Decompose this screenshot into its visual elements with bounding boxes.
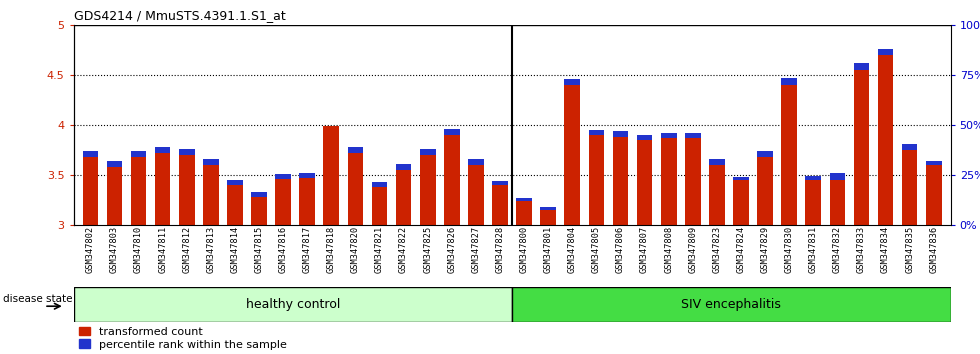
Bar — [444, 135, 460, 225]
Bar — [854, 63, 869, 70]
Bar — [854, 70, 869, 225]
Bar — [468, 165, 484, 225]
Bar — [82, 157, 98, 225]
Bar — [275, 174, 291, 179]
Bar — [902, 144, 917, 150]
Bar — [878, 55, 894, 225]
Bar — [661, 138, 676, 225]
Bar — [637, 140, 653, 225]
Bar — [758, 151, 773, 157]
Bar — [130, 151, 146, 157]
Bar — [179, 155, 195, 225]
Bar — [371, 182, 387, 187]
Bar — [540, 210, 556, 225]
Bar — [637, 135, 653, 140]
Bar — [492, 185, 508, 225]
Bar — [512, 287, 951, 322]
Bar — [251, 197, 267, 225]
Legend: transformed count, percentile rank within the sample: transformed count, percentile rank withi… — [79, 327, 287, 349]
Bar — [516, 198, 532, 201]
Bar — [926, 161, 942, 165]
Bar — [685, 133, 701, 138]
Text: GDS4214 / MmuSTS.4391.1.S1_at: GDS4214 / MmuSTS.4391.1.S1_at — [74, 9, 285, 22]
Bar — [829, 180, 845, 225]
Bar — [733, 180, 749, 225]
Bar — [926, 165, 942, 225]
Bar — [419, 155, 435, 225]
Bar — [468, 159, 484, 165]
Bar — [829, 173, 845, 180]
Bar — [710, 159, 724, 165]
Bar — [275, 179, 291, 225]
Bar — [396, 164, 412, 170]
Bar — [155, 153, 171, 225]
Bar — [251, 192, 267, 197]
Bar — [516, 201, 532, 225]
Bar — [806, 176, 821, 180]
Bar — [444, 129, 460, 135]
Bar — [155, 147, 171, 153]
Bar — [540, 207, 556, 210]
Bar — [300, 178, 315, 225]
Text: healthy control: healthy control — [246, 298, 340, 311]
Bar — [685, 138, 701, 225]
Bar — [781, 85, 797, 225]
Bar — [661, 133, 676, 138]
Bar — [227, 185, 243, 225]
Bar — [371, 187, 387, 225]
Bar — [107, 167, 122, 225]
Bar — [203, 165, 219, 225]
Text: disease state: disease state — [3, 294, 73, 304]
Bar — [564, 79, 580, 85]
Bar — [74, 287, 512, 322]
Bar — [612, 137, 628, 225]
Bar — [902, 150, 917, 225]
Text: SIV encephalitis: SIV encephalitis — [681, 298, 781, 311]
Bar — [564, 85, 580, 225]
Bar — [300, 173, 315, 178]
Bar — [348, 153, 364, 225]
Bar — [492, 181, 508, 185]
Bar — [781, 78, 797, 85]
Bar — [396, 170, 412, 225]
Bar — [107, 161, 122, 167]
Bar — [82, 151, 98, 157]
Bar — [710, 165, 724, 225]
Bar — [806, 180, 821, 225]
Bar — [348, 147, 364, 153]
Bar — [589, 130, 605, 135]
Bar — [733, 177, 749, 180]
Bar — [878, 49, 894, 55]
Bar — [203, 159, 219, 165]
Bar — [612, 131, 628, 137]
Bar — [419, 149, 435, 155]
Bar — [323, 126, 339, 225]
Bar — [179, 149, 195, 155]
Bar — [227, 180, 243, 185]
Bar — [589, 135, 605, 225]
Bar — [758, 157, 773, 225]
Bar — [130, 157, 146, 225]
